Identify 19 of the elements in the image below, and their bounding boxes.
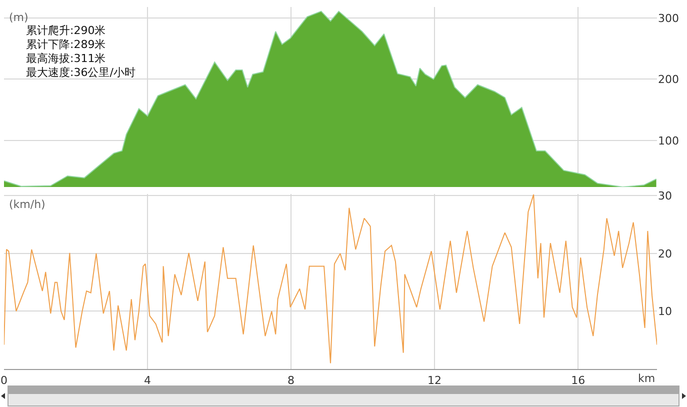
y-tick-label: 20 (658, 247, 672, 260)
annotation: 最高海拔:311米 (26, 52, 106, 65)
x-axis-title: km (638, 372, 656, 385)
annotation: 累计下降:289米 (26, 38, 106, 51)
x-tick-label: 0 (0, 374, 8, 388)
y-axis-title: (m) (9, 11, 28, 24)
line-series (4, 194, 657, 364)
x-tick-label: 12 (428, 374, 442, 388)
y-tick-label: 300 (658, 12, 679, 25)
y-tick-label: 30 (658, 190, 672, 203)
y-tick-label: 200 (658, 73, 679, 86)
x-tick-label: 16 (571, 374, 586, 388)
y-axis-title: (km/h) (9, 198, 46, 211)
annotation: 最大速度:36公里/小时 (26, 66, 136, 79)
x-tick-label: 4 (144, 374, 152, 388)
annotation: 累计爬升:290米 (26, 24, 106, 37)
y-tick-label: 10 (658, 305, 672, 318)
y-tick-label: 100 (658, 134, 679, 148)
x-tick-label: 8 (288, 374, 295, 388)
